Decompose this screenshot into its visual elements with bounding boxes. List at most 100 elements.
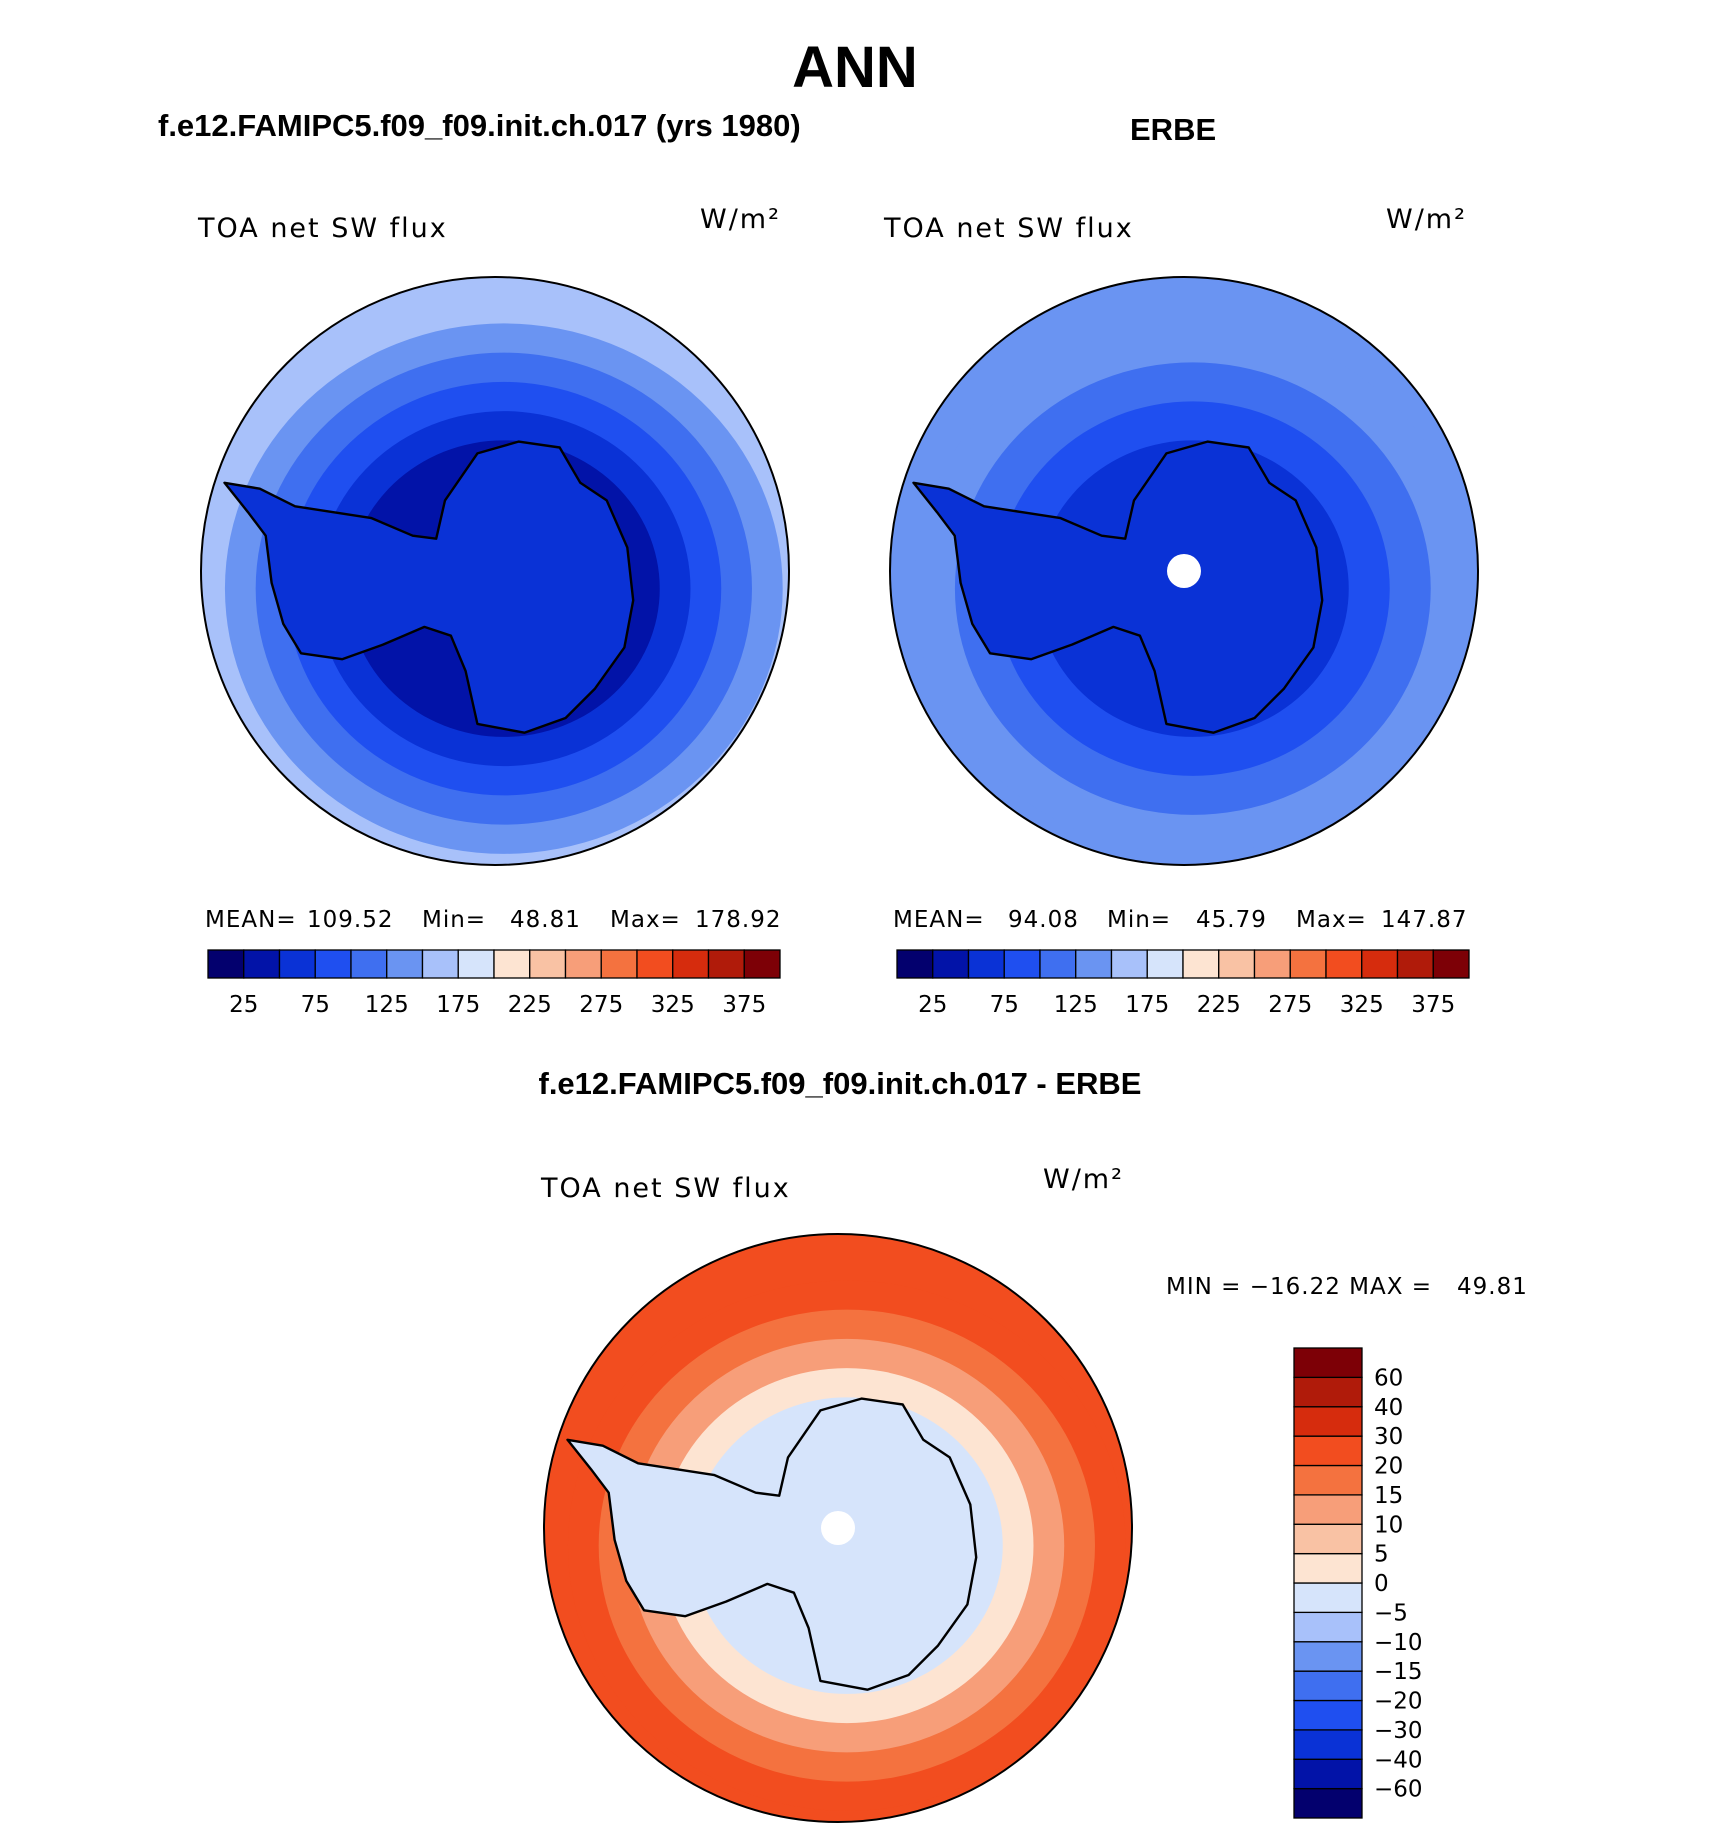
colorbar-1-tick-label: 225 bbox=[1197, 992, 1241, 1018]
colorbar-0-tick-label: 225 bbox=[508, 992, 552, 1018]
colorbar-2-tick-label: 5 bbox=[1374, 1542, 1389, 1568]
colorbar-0-swatch bbox=[600, 949, 638, 979]
colorbar-1-swatch bbox=[1289, 949, 1327, 979]
left-panel-title: f.e12.FAMIPC5.f09_f09.init.ch.017 (yrs 1… bbox=[158, 108, 801, 143]
diff-panel-title: f.e12.FAMIPC5.f09_f09.init.ch.017 - ERBE bbox=[538, 1066, 1142, 1101]
colorbar-2-swatch bbox=[1293, 1435, 1363, 1467]
colorbar-1-tick-label: 275 bbox=[1268, 992, 1312, 1018]
colorbar-0-tick-label: 275 bbox=[579, 992, 623, 1018]
colorbar-2-swatch bbox=[1293, 1464, 1363, 1496]
colorbar-0: 25 75 125 175 225 275 325 375 bbox=[207, 949, 781, 1018]
map-2-continent-fill bbox=[567, 1398, 977, 1690]
map-1-continent-fill bbox=[913, 441, 1323, 733]
colorbar-2-swatch bbox=[1293, 1347, 1363, 1379]
right-mean-value: 94.08 bbox=[1008, 907, 1079, 933]
colorbar-0-swatch bbox=[350, 949, 388, 979]
colorbar-0-tick-label: 375 bbox=[722, 992, 766, 1018]
map-0-continent-fill bbox=[224, 441, 634, 733]
colorbar-0-swatch bbox=[493, 949, 531, 979]
right-mean-label: MEAN= bbox=[893, 907, 985, 933]
colorbar-0-swatch bbox=[314, 949, 352, 979]
map-2-frame bbox=[543, 1233, 1133, 1823]
colorbar-2-swatch bbox=[1293, 1729, 1363, 1760]
left-min-value: 48.81 bbox=[510, 907, 581, 933]
colorbar-0-swatch bbox=[278, 949, 316, 979]
colorbar-0-swatch bbox=[529, 949, 567, 979]
map-0-coastline bbox=[223, 440, 635, 734]
colorbar-0-tick-label: 325 bbox=[651, 992, 695, 1018]
colorbar-0-swatch bbox=[386, 949, 424, 979]
left-mean-label: MEAN= bbox=[205, 907, 297, 933]
colorbar-0-swatch bbox=[421, 949, 459, 979]
colorbar-2-swatch bbox=[1293, 1758, 1363, 1790]
colorbar-1-tick-label: 175 bbox=[1125, 992, 1169, 1018]
colorbar-2-swatch bbox=[1293, 1787, 1363, 1819]
diff-variable-label: TOA net SW flux bbox=[541, 1173, 791, 1204]
colorbar-2-tick-label: −40 bbox=[1374, 1747, 1423, 1773]
colorbar-1-swatch bbox=[1039, 949, 1077, 979]
colorbar-1-swatch bbox=[1432, 949, 1470, 979]
colorbar-1-swatch bbox=[1146, 949, 1184, 979]
colorbar-2-swatch bbox=[1293, 1376, 1363, 1408]
figure-main-title: ANN bbox=[792, 35, 918, 100]
colorbar-0-tick-label: 25 bbox=[229, 992, 258, 1018]
colorbar-2-tick-label: −15 bbox=[1374, 1659, 1423, 1685]
map-1-coastline bbox=[912, 440, 1324, 734]
colorbar-0-swatch bbox=[707, 949, 745, 979]
colorbar-0-swatch bbox=[743, 949, 781, 979]
colorbar-2-tick-label: 0 bbox=[1374, 1571, 1389, 1597]
colorbar-1-swatch bbox=[932, 949, 970, 979]
colorbar-1-swatch bbox=[1003, 949, 1041, 979]
colorbar-2-tick-label: 15 bbox=[1374, 1483, 1403, 1509]
colorbar-1-tick-label: 375 bbox=[1411, 992, 1455, 1018]
colorbar-0-swatch bbox=[564, 949, 602, 979]
left-units-label: W/m² bbox=[700, 204, 781, 235]
colorbar-2-swatch bbox=[1293, 1552, 1363, 1584]
left-max-label: Max= bbox=[610, 907, 681, 933]
colorbar-0-swatch bbox=[243, 949, 281, 979]
map-1-pole-hole bbox=[1167, 554, 1201, 588]
right-max-label: Max= bbox=[1296, 907, 1367, 933]
right-variable-label: TOA net SW flux bbox=[884, 213, 1134, 244]
right-units-label: W/m² bbox=[1386, 204, 1467, 235]
colorbar-2-tick-label: −20 bbox=[1374, 1689, 1423, 1715]
right-min-label: Min= bbox=[1107, 907, 1172, 933]
left-mean-value: 109.52 bbox=[307, 907, 394, 933]
colorbar-0-tick-label: 125 bbox=[365, 992, 409, 1018]
colorbar-2-tick-label: 10 bbox=[1374, 1512, 1403, 1538]
colorbar-2-tick-label: −10 bbox=[1374, 1630, 1423, 1656]
colorbar-1: 25 75 125 175 225 275 325 375 bbox=[896, 949, 1470, 1018]
colorbar-1-tick-label: 125 bbox=[1054, 992, 1098, 1018]
colorbar-2-swatch bbox=[1293, 1406, 1363, 1437]
colorbar-0-swatch bbox=[636, 949, 674, 979]
left-max-value: 178.92 bbox=[695, 907, 782, 933]
colorbar-1-swatch bbox=[1182, 949, 1220, 979]
colorbar-2-tick-label: −5 bbox=[1374, 1600, 1408, 1626]
colorbar-1-tick-label: 325 bbox=[1340, 992, 1384, 1018]
map-0-frame bbox=[200, 276, 790, 866]
right-max-value: 147.87 bbox=[1381, 907, 1468, 933]
colorbar-1-swatch bbox=[1396, 949, 1434, 979]
colorbar-2-tick-label: −30 bbox=[1374, 1718, 1423, 1744]
colorbar-0-swatch bbox=[672, 949, 710, 979]
map-1-frame bbox=[889, 276, 1479, 866]
colorbar-1-tick-label: 75 bbox=[990, 992, 1019, 1018]
colorbar-2-swatch bbox=[1293, 1582, 1363, 1614]
colorbar-1-swatch bbox=[1218, 949, 1256, 979]
map-2-pole-hole bbox=[821, 1511, 855, 1545]
colorbar-0-tick-label: 175 bbox=[436, 992, 480, 1018]
colorbar-2-swatch bbox=[1293, 1699, 1363, 1731]
colorbar-2: 60 40 30 20 15 10 5 0 −5 −10 −15 −20 −30 −40 −60 bbox=[1293, 1347, 1423, 1819]
polar-map-0 bbox=[200, 276, 790, 866]
colorbar-0-tick-label: 75 bbox=[301, 992, 330, 1018]
colorbar-1-swatch bbox=[967, 949, 1005, 979]
colorbar-2-tick-label: 30 bbox=[1374, 1424, 1403, 1450]
colorbar-1-swatch bbox=[1325, 949, 1363, 979]
colorbar-2-tick-label: 40 bbox=[1374, 1395, 1403, 1421]
colorbar-0-swatch bbox=[457, 949, 495, 979]
colorbar-2-swatch bbox=[1293, 1641, 1363, 1672]
colorbar-2-swatch bbox=[1293, 1611, 1363, 1643]
colorbar-2-tick-label: 60 bbox=[1374, 1365, 1403, 1391]
colorbar-1-swatch bbox=[1253, 949, 1291, 979]
right-min-value: 45.79 bbox=[1196, 907, 1267, 933]
